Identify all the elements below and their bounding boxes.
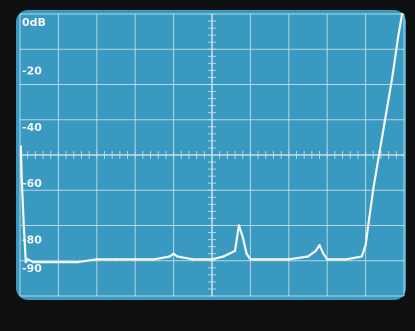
trace-point	[368, 215, 371, 219]
trace-point	[268, 258, 271, 261]
trace-point	[245, 252, 248, 255]
trace-point	[26, 258, 29, 261]
trace-point	[168, 255, 171, 258]
trace-point	[76, 261, 79, 264]
trace-points	[19, 12, 404, 264]
trace-point	[326, 258, 329, 261]
trace-point	[19, 145, 22, 148]
trace-point	[241, 235, 244, 238]
trace-point	[32, 261, 35, 264]
trace-point	[397, 35, 400, 38]
y-tick-labels: 0dB -20 -40 -60 -80 -90	[22, 16, 46, 275]
trace-point	[233, 249, 237, 253]
trace-point	[306, 255, 310, 258]
trace-point	[172, 252, 175, 255]
y-tick-label: -90	[22, 262, 42, 275]
trace-point	[249, 258, 252, 261]
trace-point	[383, 120, 386, 123]
trace-point	[318, 244, 321, 247]
trace-point	[345, 258, 348, 261]
trace-point	[153, 258, 156, 261]
y-tick-label: -20	[22, 64, 42, 77]
trace-point	[20, 182, 24, 185]
trace-point	[114, 258, 118, 261]
trace-point	[377, 153, 381, 157]
trace-point	[400, 12, 404, 16]
trace-point	[360, 255, 363, 258]
trace-point	[57, 261, 60, 264]
y-tick-label: -40	[22, 121, 42, 134]
trace-point	[22, 224, 25, 227]
trace-point	[364, 244, 367, 247]
trace-point	[314, 249, 317, 253]
trace-point	[210, 258, 214, 261]
trace-point	[24, 261, 27, 264]
trace-point	[176, 255, 179, 258]
y-tick-label: -60	[22, 177, 42, 190]
trace-point	[134, 258, 137, 261]
trace-point	[222, 255, 225, 258]
trace-point	[391, 74, 394, 78]
trace-point	[372, 187, 375, 190]
trace-point	[253, 258, 256, 261]
trace-point	[322, 252, 325, 255]
y-tick-label: 0dB	[22, 16, 46, 29]
spectrum-trace	[19, 13, 404, 264]
trace-point	[95, 258, 99, 261]
trace-point	[237, 224, 241, 227]
trace-point	[41, 261, 45, 264]
y-tick-label: -80	[22, 234, 42, 247]
trace-point	[287, 258, 290, 261]
trace-point	[191, 258, 194, 261]
